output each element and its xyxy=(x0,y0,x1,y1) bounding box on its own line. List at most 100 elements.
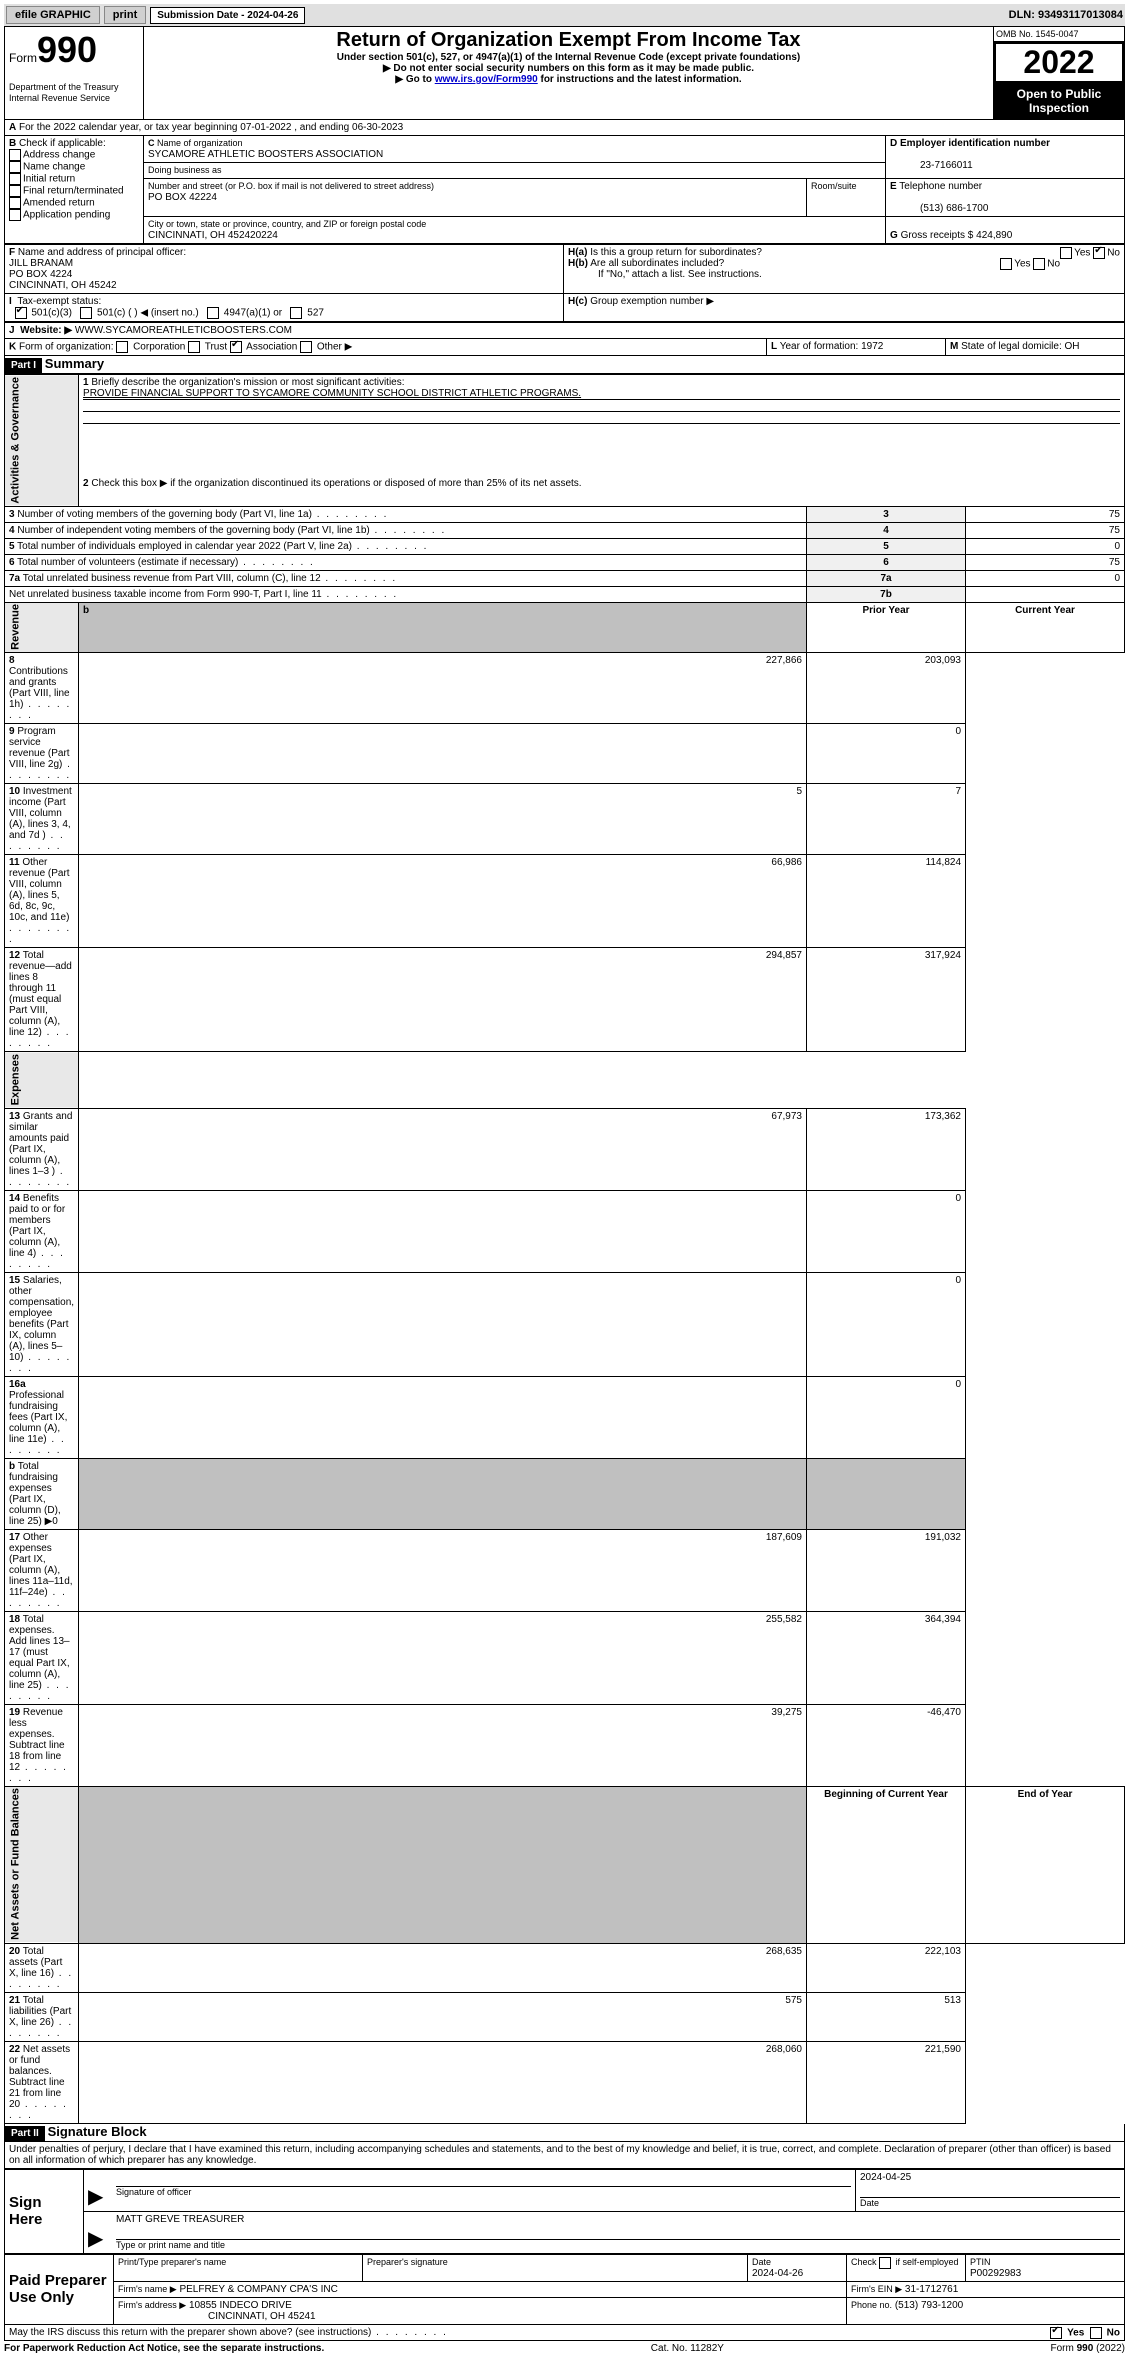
opt-final: Final return/terminated xyxy=(23,186,124,197)
print-button[interactable]: print xyxy=(104,6,146,24)
501c-checkbox[interactable] xyxy=(80,307,92,319)
opt-addr: Address change xyxy=(23,150,95,161)
addr-change-checkbox[interactable] xyxy=(9,149,21,161)
header-table: Form990 Department of the Treasury Inter… xyxy=(4,26,1125,120)
sig-date: 2024-04-25 xyxy=(860,2172,911,2183)
vlabel-exp: Expenses xyxy=(5,1052,79,1108)
k2: Association xyxy=(246,342,297,353)
gov-row: 7a Total unrelated business revenue from… xyxy=(5,570,1125,586)
b-label: Check if applicable: xyxy=(19,138,106,149)
rev-row: 11 Other revenue (Part VIII, column (A),… xyxy=(5,855,1125,948)
527-checkbox[interactable] xyxy=(290,307,302,319)
gov-row: 5 Total number of individuals employed i… xyxy=(5,538,1125,554)
preparer-table: Paid Preparer Use Only Print/Type prepar… xyxy=(4,2254,1125,2325)
assoc-checkbox[interactable] xyxy=(230,341,242,353)
m-val: OH xyxy=(1065,341,1080,352)
city-value: CINCINNATI, OH 452420224 xyxy=(148,230,278,241)
eoy-hdr: End of Year xyxy=(966,1786,1125,1943)
ein-value: 23-7166011 xyxy=(890,160,973,171)
part2-hdr: Part II xyxy=(5,2126,45,2141)
other-checkbox[interactable] xyxy=(300,341,312,353)
g-label: Gross receipts $ xyxy=(901,230,974,241)
signature-table: Sign Here ▶ Signature of officer 2024-04… xyxy=(4,2169,1125,2254)
ha-yes[interactable] xyxy=(1060,247,1072,259)
prior-year-hdr: Prior Year xyxy=(807,602,966,653)
no-l: No xyxy=(1107,248,1120,259)
vlabel-net: Net Assets or Fund Balances xyxy=(5,1786,79,1943)
m-label: State of legal domicile: xyxy=(961,341,1062,352)
exp-row: 18 Total expenses. Add lines 13–17 (must… xyxy=(5,1611,1125,1704)
summary-table: Activities & Governance 1 Briefly descri… xyxy=(4,374,1125,2124)
exp-row: 15 Salaries, other compensation, employe… xyxy=(5,1272,1125,1376)
form-word: Form xyxy=(9,51,37,65)
4947-checkbox[interactable] xyxy=(207,307,219,319)
jklm-table: J Website: ▶ WWW.SYCAMOREATHLETICBOOSTER… xyxy=(4,322,1125,356)
ptin-l: PTIN xyxy=(970,2257,991,2267)
initial-checkbox[interactable] xyxy=(9,173,21,185)
pp-name-label: Print/Type preparer's name xyxy=(118,2257,226,2267)
hc-label: Group exemption number ▶ xyxy=(590,296,714,307)
part1-hdr: Part I xyxy=(5,358,42,373)
exp-row: 16a Professional fundraising fees (Part … xyxy=(5,1376,1125,1458)
pending-checkbox[interactable] xyxy=(9,209,21,221)
discuss-yes[interactable] xyxy=(1050,2327,1062,2339)
self-emp-checkbox[interactable] xyxy=(879,2257,891,2269)
type-name-label: Type or print name and title xyxy=(116,2240,225,2250)
name-change-checkbox[interactable] xyxy=(9,161,21,173)
dba-label: Doing business as xyxy=(148,165,222,175)
irs-link[interactable]: www.irs.gov/Form990 xyxy=(435,74,538,85)
exp-row: 14 Benefits paid to or for members (Part… xyxy=(5,1190,1125,1272)
exp-row: 17 Other expenses (Part IX, column (A), … xyxy=(5,1529,1125,1611)
final-checkbox[interactable] xyxy=(9,185,21,197)
rev-row: 9 Program service revenue (Part VIII, li… xyxy=(5,724,1125,784)
amended-checkbox[interactable] xyxy=(9,197,21,209)
f-label: Name and address of principal officer: xyxy=(18,247,186,258)
discuss-no[interactable] xyxy=(1090,2327,1102,2339)
sign-here: Sign Here xyxy=(5,2169,84,2253)
i3: 527 xyxy=(307,308,324,319)
c-name-label: Name of organization xyxy=(157,138,243,148)
hb-no[interactable] xyxy=(1033,258,1045,270)
hb-label: Are all subordinates included? xyxy=(590,258,724,269)
line-a-text: For the 2022 calendar year, or tax year … xyxy=(19,122,403,133)
vlabel-gov: Activities & Governance xyxy=(5,375,79,507)
exp-row: 13 Grants and similar amounts paid (Part… xyxy=(5,1108,1125,1190)
firm-name-v: PELFREY & COMPANY CPA'S INC xyxy=(179,2284,337,2295)
may-discuss: May the IRS discuss this return with the… xyxy=(9,2327,371,2338)
net-row: 21 Total liabilities (Part X, line 26) 5… xyxy=(5,1992,1125,2041)
pp-date-l: Date xyxy=(752,2257,771,2267)
current-year-hdr: Current Year xyxy=(966,602,1125,653)
officer-name: JILL BRANAM xyxy=(9,258,73,269)
title: Return of Organization Exempt From Incom… xyxy=(148,29,989,52)
k1: Trust xyxy=(205,342,227,353)
dept-label: Department of the Treasury xyxy=(9,82,119,92)
org-name: SYCAMORE ATHLETIC BOOSTERS ASSOCIATION xyxy=(148,149,383,160)
officer-name-title: MATT GREVE TREASURER xyxy=(116,2214,244,2225)
irs-label: Internal Revenue Service xyxy=(9,93,110,103)
exp-row: 19 Revenue less expenses. Subtract line … xyxy=(5,1704,1125,1786)
rev-row: 10 Investment income (Part VIII, column … xyxy=(5,784,1125,855)
yes-l2: Yes xyxy=(1014,259,1030,270)
opt-pend: Application pending xyxy=(23,210,110,221)
exp-row: b Total fundraising expenses (Part IX, c… xyxy=(5,1458,1125,1529)
cat: Cat. No. 11282Y xyxy=(651,2343,724,2354)
subtitle-2: Do not enter social security numbers on … xyxy=(148,63,989,74)
declaration: Under penalties of perjury, I declare th… xyxy=(4,2142,1125,2169)
entity-table: B Check if applicable: Address change Na… xyxy=(4,135,1125,244)
501c3-checkbox[interactable] xyxy=(15,307,27,319)
i1: 501(c) ( ) ◀ (insert no.) xyxy=(97,308,199,319)
yes-l: Yes xyxy=(1074,248,1090,259)
ptin-v: P00292983 xyxy=(970,2268,1021,2279)
hb-yes[interactable] xyxy=(1000,258,1012,270)
e-label: Telephone number xyxy=(899,181,982,192)
dn: No xyxy=(1107,2327,1120,2338)
trust-checkbox[interactable] xyxy=(188,341,200,353)
rev-row: 12 Total revenue—add lines 8 through 11 … xyxy=(5,948,1125,1052)
ha-no[interactable] xyxy=(1093,247,1105,259)
firm-ein-v: 31-1712761 xyxy=(905,2284,958,2295)
gov-row: 6 Total number of volunteers (estimate i… xyxy=(5,554,1125,570)
i2: 4947(a)(1) or xyxy=(224,308,282,319)
pp-sig-label: Preparer's signature xyxy=(367,2257,448,2267)
corp-checkbox[interactable] xyxy=(116,341,128,353)
l-val: 1972 xyxy=(861,341,883,352)
